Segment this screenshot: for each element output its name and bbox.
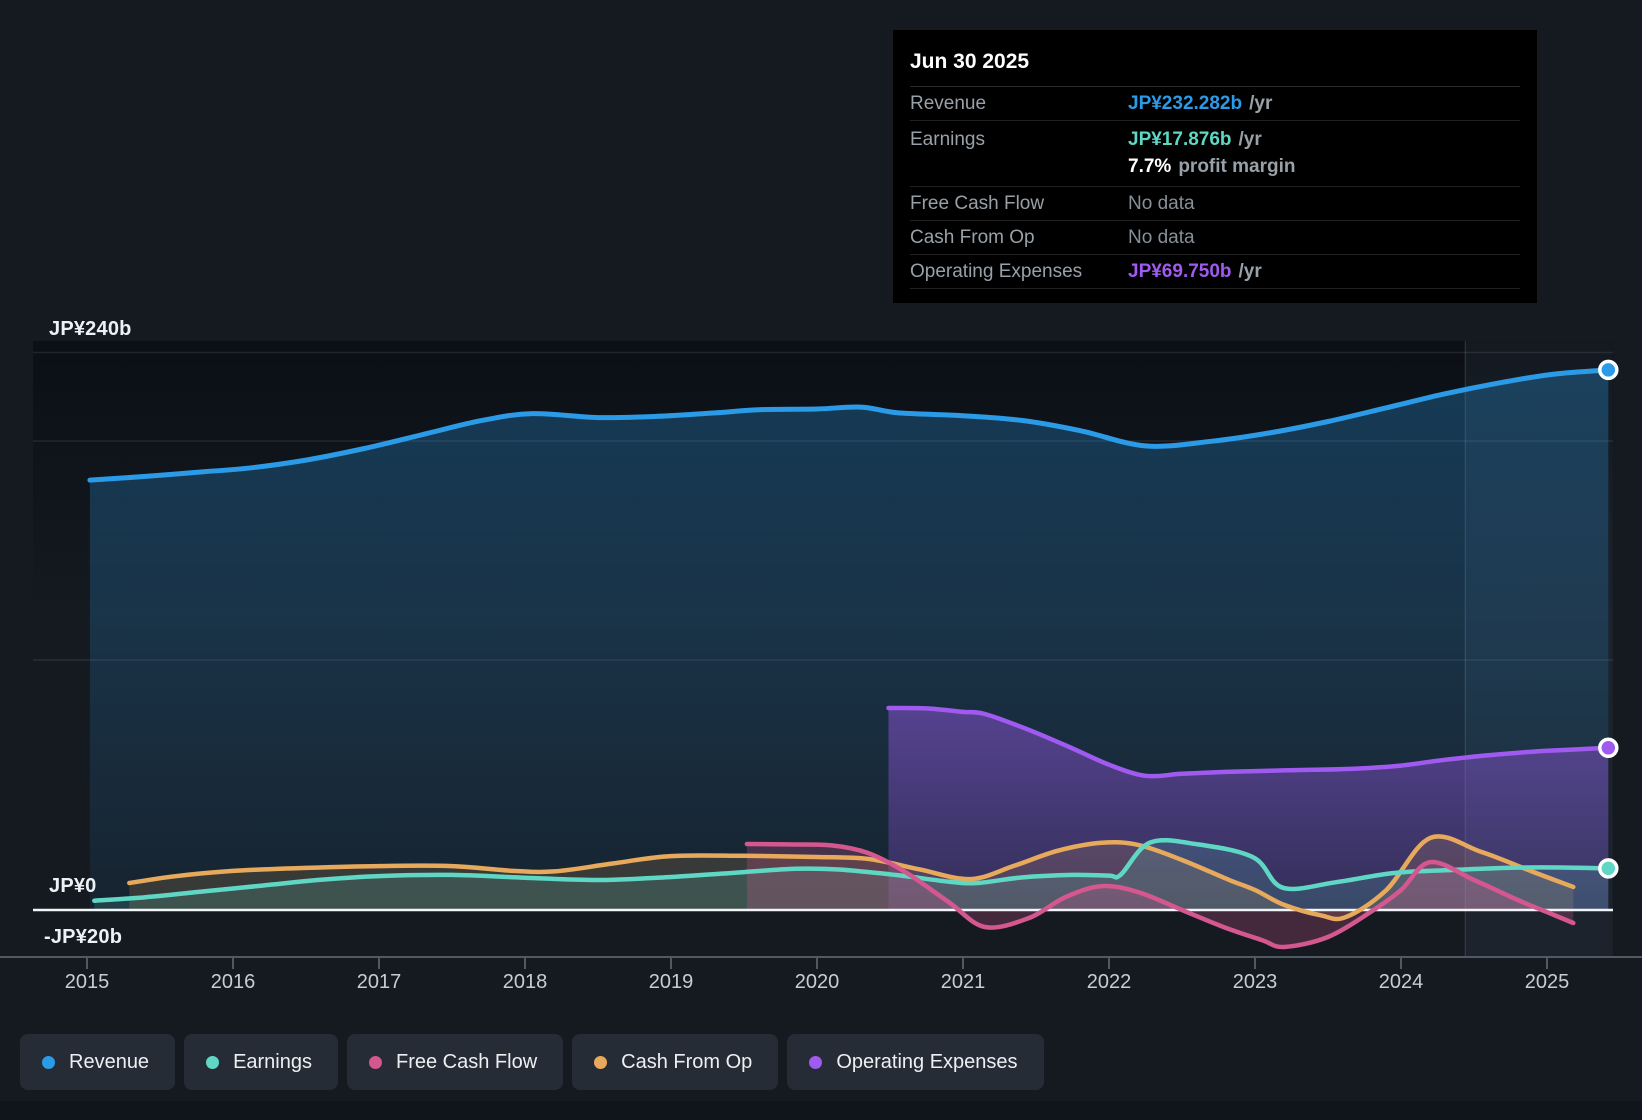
free-cash-flow-series-dot-icon — [369, 1055, 382, 1069]
tooltip-profit-margin-text: profit margin — [1178, 156, 1296, 177]
x-axis-label: 2018 — [502, 971, 548, 993]
x-axis-label: 2025 — [1524, 971, 1570, 993]
tooltip-fcf-value: No data — [1128, 192, 1195, 214]
legend-item-operating-expenses[interactable]: Operating Expenses — [787, 1034, 1044, 1090]
tooltip-earnings-unit: /yr — [1238, 129, 1262, 150]
legend-label: Earnings — [233, 1050, 312, 1073]
tooltip-profit-margin-value: 7.7% — [1128, 156, 1172, 177]
x-axis-label: 2016 — [210, 971, 256, 993]
earnings-series-dot-icon — [206, 1055, 220, 1069]
cash-from-op-series-dot-icon — [594, 1055, 608, 1069]
legend-label: Cash From Op — [621, 1050, 753, 1073]
tooltip-row-earnings: Earnings JP¥17.876b/yr 7.7% profit margin — [910, 121, 1520, 187]
legend-item-free-cash-flow[interactable]: Free Cash Flow — [347, 1034, 564, 1090]
x-axis-label: 2020 — [794, 971, 840, 993]
tooltip-earnings-label: Earnings — [910, 129, 985, 150]
operating-expenses-series-dot-icon — [809, 1055, 823, 1069]
tooltip-revenue-label: Revenue — [910, 92, 987, 114]
tooltip-date: Jun 30 2025 — [910, 44, 1520, 87]
chart-legend: Revenue Earnings Free Cash Flow Cash Fro… — [20, 1034, 1044, 1090]
x-axis-label: 2021 — [940, 971, 986, 993]
legend-item-revenue[interactable]: Revenue — [20, 1034, 176, 1090]
tooltip-earnings-value: JP¥17.876b — [1128, 129, 1232, 150]
tooltip-row-operating-expenses: Operating Expenses JP¥69.750b/yr — [910, 255, 1520, 289]
chart-tooltip: Jun 30 2025 Revenue JP¥232.282b/yr Earni… — [893, 30, 1537, 303]
tooltip-revenue-unit: /yr — [1249, 92, 1273, 114]
tooltip-row-cash-from-op: Cash From Op No data — [910, 221, 1520, 255]
tooltip-revenue-value: JP¥232.282b — [1128, 92, 1243, 114]
y-axis-label-neg20b: -JP¥20b — [44, 926, 123, 948]
tooltip-opex-label: Operating Expenses — [910, 260, 1083, 282]
y-axis-label-240b: JP¥240b — [49, 318, 132, 340]
tooltip-row-revenue: Revenue JP¥232.282b/yr — [910, 87, 1520, 121]
x-axis-label: 2024 — [1378, 971, 1424, 993]
legend-label: Revenue — [69, 1050, 150, 1073]
tooltip-row-free-cash-flow: Free Cash Flow No data — [910, 187, 1520, 221]
x-axis-label: 2022 — [1086, 971, 1132, 993]
bottom-divider-strip — [0, 1101, 1642, 1120]
tooltip-cfo-value: No data — [1128, 226, 1195, 248]
tooltip-opex-unit: /yr — [1238, 260, 1262, 282]
x-axis-label: 2015 — [64, 971, 110, 993]
legend-item-cash-from-op[interactable]: Cash From Op — [572, 1034, 779, 1090]
tooltip-cfo-label: Cash From Op — [910, 226, 1035, 248]
y-axis-label-zero: JP¥0 — [49, 875, 97, 897]
legend-label: Free Cash Flow — [396, 1050, 538, 1073]
x-axis-label: 2019 — [648, 971, 694, 993]
x-axis-label: 2023 — [1232, 971, 1278, 993]
tooltip-opex-value: JP¥69.750b — [1128, 260, 1232, 282]
revenue-series-dot-icon — [42, 1055, 55, 1069]
legend-item-earnings[interactable]: Earnings — [184, 1034, 338, 1090]
legend-label: Operating Expenses — [836, 1050, 1018, 1073]
tooltip-fcf-label: Free Cash Flow — [910, 192, 1045, 214]
x-axis-label: 2017 — [356, 971, 402, 993]
